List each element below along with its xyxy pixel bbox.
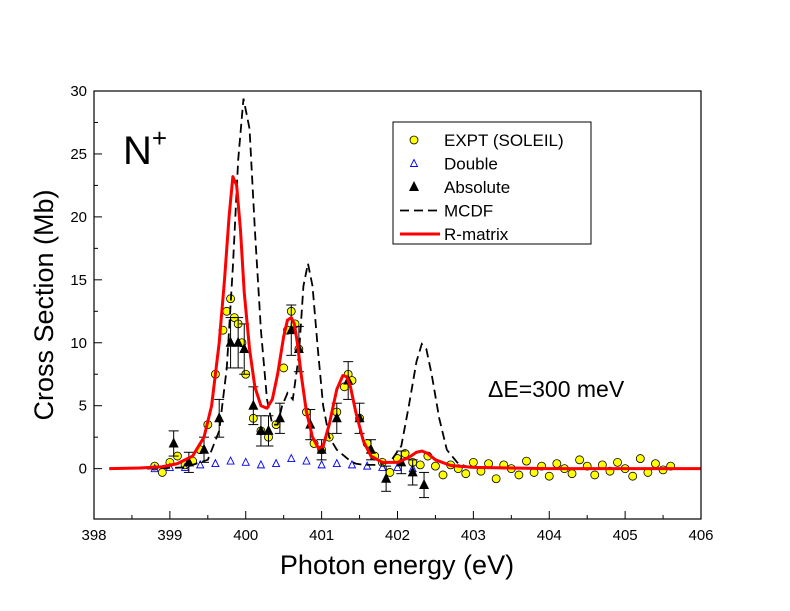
x-tick-label: 402 [385, 527, 410, 544]
ion-symbol: N [123, 129, 152, 173]
legend-item: MCDF [400, 202, 493, 221]
legend-label: MCDF [444, 202, 493, 221]
y-axis-label: Cross Section (Mb) [29, 189, 59, 420]
expt-point [628, 471, 638, 481]
y-tick-label: 10 [70, 335, 87, 352]
rmatrix-line [109, 175, 701, 471]
expt-point [567, 469, 577, 479]
legend-expt-marker [409, 135, 419, 145]
plot-area [109, 98, 701, 499]
axes: 398 399 400 401 402 403 404 405 406 0 5 10 15 20 25 30 [70, 83, 713, 544]
expt-point [157, 468, 167, 477]
expt-point [461, 469, 471, 479]
y-tick-label: 25 [70, 146, 87, 163]
double-point [332, 458, 342, 468]
absolute-point [233, 336, 244, 347]
absolute-point [168, 437, 179, 448]
absolute-point [239, 343, 250, 354]
x-tick-label: 406 [688, 527, 713, 544]
ion-charge: + [152, 123, 167, 153]
double-point [211, 458, 220, 468]
absolute-point [316, 443, 327, 454]
double-point [226, 456, 235, 465]
expt-point [415, 460, 425, 470]
absolute-point [248, 399, 259, 410]
double-point [241, 457, 250, 466]
expt-point [279, 363, 289, 373]
absolute-point [419, 479, 430, 490]
expt-point [522, 456, 531, 466]
absolute-point [199, 443, 210, 454]
y-tick-label: 20 [70, 209, 87, 226]
y-tick-label: 30 [70, 83, 87, 100]
resolution-annotation: ΔE=300 meV [488, 376, 625, 402]
legend-absolute-marker [409, 181, 419, 191]
absolute-point [263, 424, 274, 435]
absolute-point [225, 336, 236, 347]
double-point [393, 462, 402, 471]
y-tick-label: 0 [79, 461, 87, 478]
legend: EXPT (SOLEIL) Double Absolute MCDF R-matrix [392, 121, 592, 245]
x-tick-label: 400 [233, 527, 258, 544]
x-axis-label: Photon energy (eV) [280, 550, 514, 580]
expt-point [468, 457, 478, 467]
absolute-point [255, 424, 266, 435]
legend-double-marker [409, 158, 419, 167]
legend-item: Double [409, 155, 498, 174]
expt-point [613, 457, 622, 467]
expt-point [431, 461, 440, 471]
expt-point [590, 470, 600, 480]
double-point [378, 462, 387, 471]
absolute-point [183, 456, 194, 467]
y-tick-label: 15 [70, 272, 87, 289]
expt-point [491, 474, 501, 484]
legend-label: EXPT (SOLEIL) [444, 131, 564, 150]
x-tick-label: 399 [157, 527, 182, 544]
ion-label: N+ [123, 123, 167, 173]
expt-point [544, 471, 554, 481]
legend-item: EXPT (SOLEIL) [409, 131, 564, 150]
absolute-point [407, 466, 418, 477]
absolute-point [286, 324, 297, 335]
expt-point [552, 459, 562, 469]
expt-point [635, 454, 645, 463]
y-tick-label: 5 [79, 398, 87, 415]
svg-text:N+: N+ [123, 123, 167, 173]
double-point [195, 459, 205, 469]
expt-point [575, 455, 584, 465]
x-tick-label: 401 [309, 527, 334, 544]
mcdf-line [147, 98, 474, 470]
absolute-point [381, 472, 392, 483]
expt-point [438, 470, 448, 480]
double-point [347, 459, 357, 469]
absolute-point [214, 412, 225, 423]
absolute-point [331, 412, 342, 423]
legend-item: Absolute [409, 178, 510, 197]
x-tick-label: 403 [461, 527, 486, 544]
double-point [317, 459, 326, 469]
double-point [256, 459, 266, 469]
legend-label: R-matrix [444, 225, 509, 244]
expt-point [514, 470, 524, 480]
expt-point [651, 459, 660, 469]
x-tick-label: 405 [613, 527, 638, 544]
double-point [271, 458, 281, 468]
double-point [287, 453, 296, 463]
absolute-point [274, 412, 285, 423]
legend-item: R-matrix [400, 225, 509, 244]
legend-label: Absolute [444, 178, 510, 197]
legend-box [392, 121, 592, 245]
x-tick-label: 398 [81, 527, 106, 544]
x-tick-label: 404 [537, 527, 562, 544]
double-point [302, 456, 311, 465]
legend-label: Double [444, 155, 498, 174]
